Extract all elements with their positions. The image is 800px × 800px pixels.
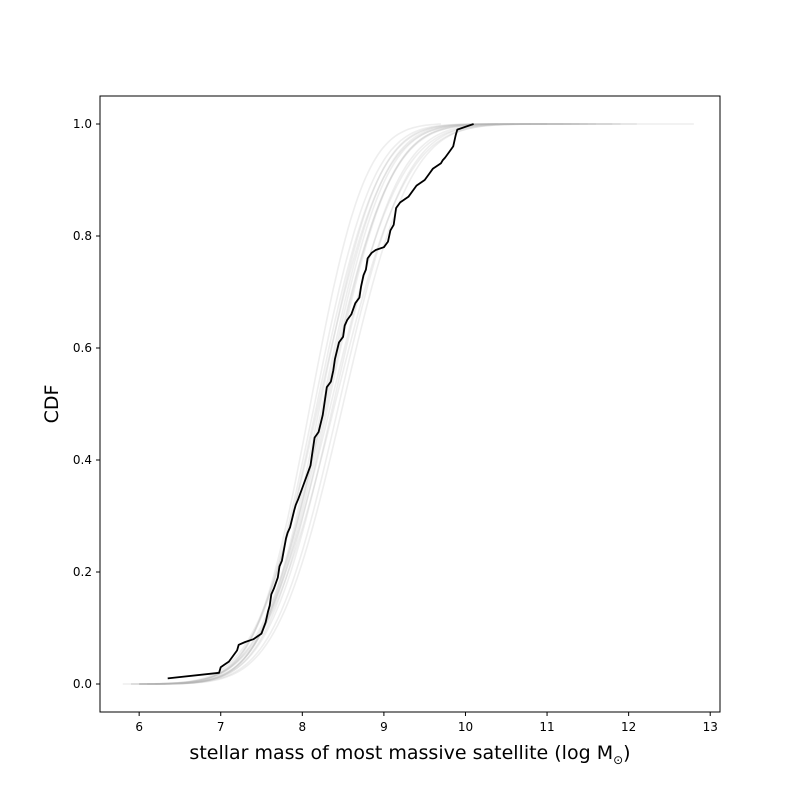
y-tick-label: 0.2	[73, 565, 92, 579]
realization-line-13	[131, 123, 499, 685]
realization-line-7	[139, 123, 572, 685]
realization-line-3	[155, 123, 694, 685]
x-tick-label: 6	[135, 720, 143, 734]
x-tick-label: 10	[458, 720, 473, 734]
x-tick-label: 12	[621, 720, 636, 734]
realization-line-5	[155, 123, 588, 685]
y-axis-label: CDF	[41, 385, 63, 424]
x-axis-label-sub: ⊙	[613, 753, 623, 767]
realization-line-11	[131, 123, 596, 685]
y-tick-label: 1.0	[73, 117, 92, 131]
realization-line-15	[139, 123, 548, 685]
realization-line-9	[139, 123, 531, 685]
y-tick-label: 0.6	[73, 341, 92, 355]
y-tick-label: 0.4	[73, 453, 92, 467]
x-tick-label: 7	[217, 720, 225, 734]
x-axis-label-close: )	[623, 742, 630, 764]
plot-background	[100, 96, 720, 712]
plot-frame	[99, 95, 721, 713]
realization-line-6	[139, 123, 442, 685]
y-tick-label: 0.8	[73, 229, 92, 243]
x-axis-ticks: 6 7 8 9 10 11 12 13	[135, 712, 718, 734]
x-tick-label: 13	[703, 720, 718, 734]
x-tick-label: 8	[298, 720, 306, 734]
realization-line-1	[122, 123, 515, 685]
observed-line	[167, 123, 474, 680]
realization-line-4	[139, 123, 548, 685]
x-axis-label-main: stellar mass of most massive satellite (…	[189, 742, 613, 764]
realization-line-12	[163, 123, 621, 685]
realization-line-2	[139, 123, 613, 685]
realization-line-10	[147, 123, 564, 685]
y-axis-ticks: 0.0 0.2 0.4 0.6 0.8 1.0	[73, 117, 100, 691]
x-tick-label: 11	[539, 720, 554, 734]
x-tick-label: 9	[380, 720, 388, 734]
realization-line-8	[147, 123, 637, 685]
observed-cdf-line	[167, 123, 474, 680]
y-tick-label: 0.0	[73, 677, 92, 691]
x-axis-label: stellar mass of most massive satellite (…	[189, 742, 630, 767]
